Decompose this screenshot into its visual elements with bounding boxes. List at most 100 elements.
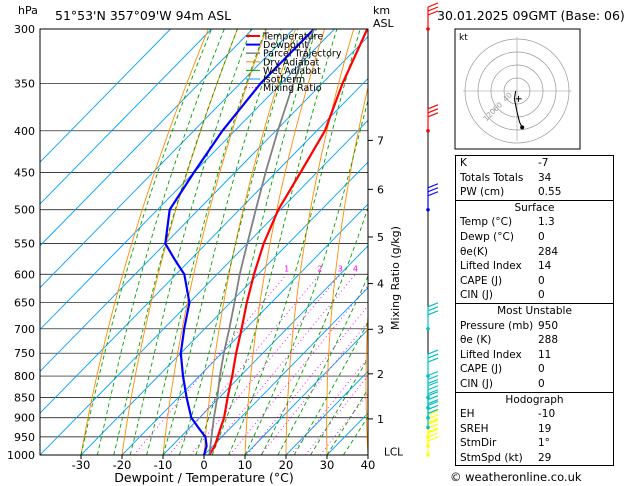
dry-adiabat-line: [326, 85, 368, 455]
temperature-tick-label: 30: [320, 458, 335, 472]
mu-pressure-label: Pressure (mb): [460, 319, 534, 332]
pressure-tick-label: 950: [14, 431, 35, 444]
km-label: km: [373, 4, 390, 17]
isotherm-line: [40, 29, 335, 331]
pressure-tick-label: 1000: [7, 449, 35, 462]
wind-barb-feather: [427, 436, 439, 442]
hodograph-title: Hodograph: [505, 393, 564, 406]
surface-thetae-label: θe(K): [460, 245, 488, 258]
mu-li-value: 11: [538, 348, 552, 361]
wet-adiabat-line: [326, 388, 368, 455]
wind-barb-feather: [427, 428, 439, 434]
mixing-ratio-label: 20: [443, 264, 453, 273]
isotherm-line: [40, 119, 368, 455]
km-tick-label: 6: [377, 183, 384, 196]
wet-adiabat-line: [178, 29, 299, 455]
wet-adiabat-line: [162, 29, 282, 455]
km-tick-label: 7: [377, 134, 384, 147]
pw-label: PW (cm): [460, 186, 505, 199]
wind-barb-feather: [427, 187, 439, 193]
isotherm-line: [162, 245, 368, 455]
wet-adiabat-line: [228, 29, 361, 455]
hodograph-section: Hodograph EH -10 SREH 19 StmDir 1° StmSpd (…: [456, 391, 613, 466]
surface-temp-value: 1.3: [538, 216, 555, 229]
dry-adiabat-line: [285, 29, 355, 455]
dry-adiabat-line: [162, 29, 267, 455]
credit-link[interactable]: © weatheronline.co.uk: [450, 470, 582, 484]
isotherm-line: [203, 287, 368, 455]
wind-barb-feather: [427, 353, 439, 359]
km-tick-label: 4: [377, 278, 384, 291]
temperature-tick-label: 10: [238, 458, 253, 472]
wet-adiabat-line: [96, 29, 225, 455]
dry-adiabat-line: [244, 29, 326, 455]
totals-totals-label: Totals Totals: [460, 171, 524, 184]
pressure-tick-label: 350: [14, 78, 35, 91]
hpa-label: hPa: [18, 4, 38, 17]
wind-barb-feather: [427, 108, 439, 114]
pressure-tick-label: 750: [14, 347, 35, 360]
isotherm-line: [121, 203, 368, 455]
wind-barb-feather: [427, 2, 439, 8]
mu-cin-value: 0: [538, 377, 545, 390]
wind-barb-point: [426, 444, 430, 448]
asl-label: ASL: [373, 17, 395, 30]
dry-adiabat-line: [365, 307, 368, 455]
surface-temp-label: Temp (°C): [460, 216, 513, 229]
pressure-tick-label: 500: [14, 204, 35, 217]
wind-barb-feather: [427, 183, 439, 189]
temperature-tick-label: 40: [361, 458, 376, 472]
pressure-tick-label: 650: [14, 297, 35, 310]
wind-barb-feather: [427, 374, 439, 381]
pressure-tick-label: 900: [14, 412, 35, 425]
surface-li-value: 14: [538, 260, 552, 273]
temperature-tick-label: -20: [113, 458, 132, 472]
dry-adiabat-line: [80, 29, 209, 455]
pressure-tick-label: 800: [14, 370, 35, 383]
wet-adiabat-line: [260, 205, 368, 455]
isotherm-line: [244, 328, 368, 455]
wet-adiabat-line: [293, 321, 368, 455]
mixing-ratio-label: 10: [402, 264, 412, 273]
wind-barb-feather: [427, 395, 439, 401]
mixing-ratio-label: 6: [375, 264, 380, 273]
temperature-tick-label: 20: [279, 458, 294, 472]
eh-value: -10: [538, 408, 556, 421]
isotherm-line: [40, 29, 212, 205]
wind-barbs: [426, 2, 439, 457]
sreh-label: SREH: [460, 422, 489, 435]
wet-adiabat-line: [80, 29, 213, 455]
wind-barb-feather: [427, 349, 439, 355]
surface-li-label: Lifted Index: [460, 260, 522, 273]
pressure-tick-label: 450: [14, 166, 35, 179]
indices-table: K -7 Totals Totals 34 PW (cm) 0.55 Surface …: [455, 155, 614, 467]
pressure-tick-label: 600: [14, 268, 35, 281]
wet-adiabat-line: [244, 98, 368, 455]
wet-adiabat-line: [146, 29, 267, 455]
legend-item: Dewpoint: [263, 40, 308, 51]
dewpoint-line: [164, 29, 315, 455]
wet-adiabat-line: [129, 29, 252, 455]
surface-dewp-label: Dewp (°C): [460, 230, 514, 243]
dry-adiabat-line: [203, 29, 296, 455]
isotherm-line: [40, 29, 253, 247]
hodograph-frame: [454, 28, 581, 150]
eh-label: EH: [460, 408, 475, 421]
dry-adiabat-line: [121, 29, 238, 455]
lcl-label: LCL: [384, 446, 403, 458]
km-tick-label: 5: [377, 231, 384, 244]
mu-thetae-value: 288: [538, 334, 559, 347]
wind-barb-feather: [427, 112, 439, 118]
mixing-ratio-label: 4: [353, 264, 358, 273]
hodograph-unit-label: kt: [459, 33, 468, 43]
wind-barb-feather: [427, 378, 439, 385]
surface-cape-value: 0: [538, 274, 545, 287]
wind-barb-feather: [427, 389, 439, 395]
wind-barb-feather: [427, 391, 439, 397]
pressure-tick-label: 700: [14, 323, 35, 336]
parcel-trajectory-line: [208, 29, 315, 455]
legend-item: Dry Adiabat: [263, 57, 320, 68]
wind-barb-feather: [427, 6, 439, 12]
wind-barb-point: [426, 405, 430, 410]
